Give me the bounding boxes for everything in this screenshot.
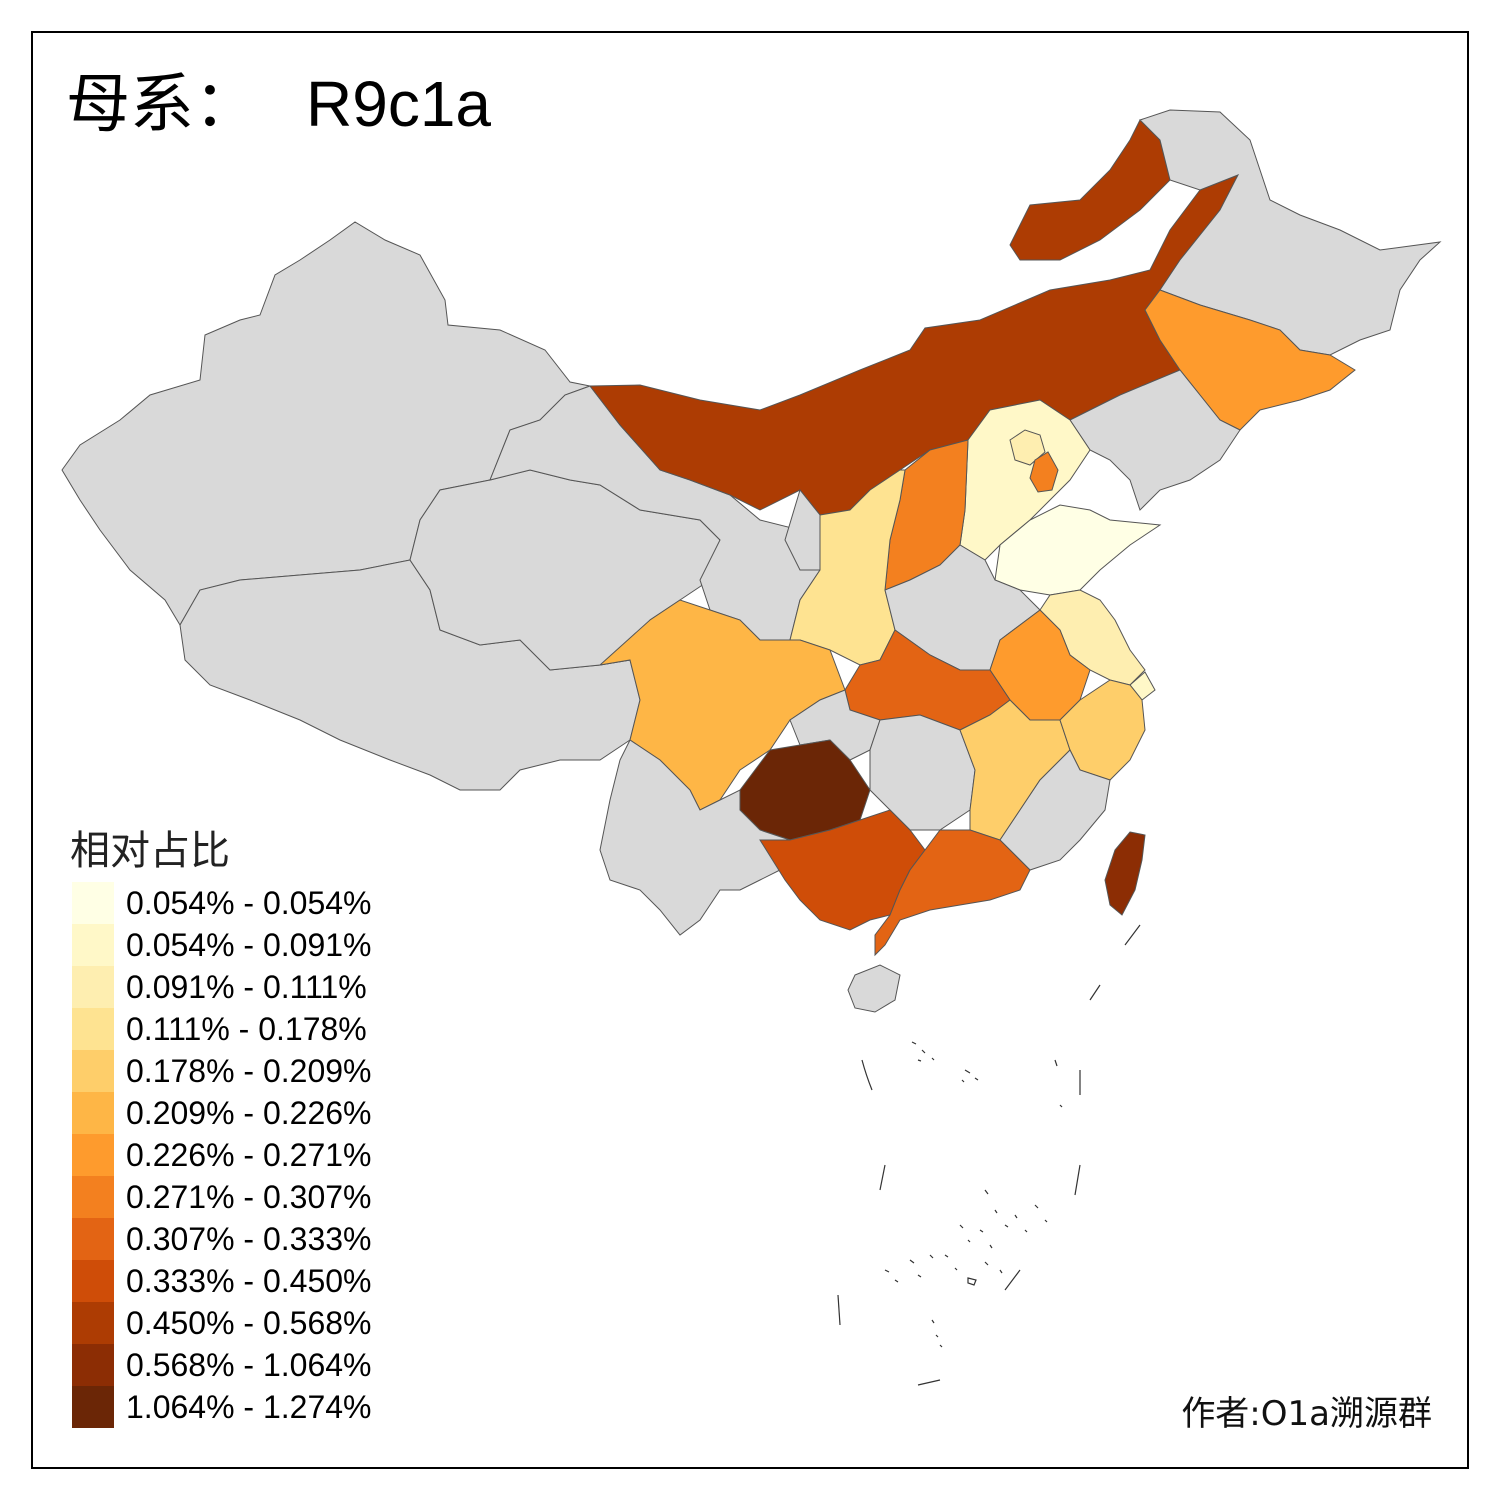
title-code: R9c1a <box>306 68 491 140</box>
legend-swatch <box>72 1050 114 1092</box>
legend-item: 0.450% - 0.568% <box>72 1302 412 1344</box>
author-credit: 作者:O1a溯源群 <box>1181 1394 1432 1434</box>
legend-item: 0.333% - 0.450% <box>72 1260 412 1302</box>
region-guangdong[interactable] <box>874 829 1031 957</box>
legend-swatch <box>72 966 114 1008</box>
legend-swatch <box>72 1092 114 1134</box>
legend-item: 0.054% - 0.054% <box>72 882 412 924</box>
legend-label: 1.064% - 1.274% <box>126 1389 372 1425</box>
legend-swatch <box>72 1386 114 1428</box>
region-heilongjiang[interactable] <box>1139 109 1442 356</box>
legend-swatch <box>72 1302 114 1344</box>
legend-swatch <box>72 1344 114 1386</box>
region-ningxia[interactable] <box>784 488 821 571</box>
legend-label: 0.178% - 0.209% <box>126 1053 372 1089</box>
legend-label: 0.271% - 0.307% <box>126 1179 372 1215</box>
legend-label: 0.568% - 1.064% <box>126 1347 372 1383</box>
region-hainan[interactable] <box>847 964 901 1013</box>
legend-item: 0.111% - 0.178% <box>72 1008 412 1050</box>
region-beijing[interactable] <box>1009 429 1046 466</box>
legend-swatch <box>72 1260 114 1302</box>
region-fujian[interactable] <box>999 749 1111 871</box>
region-tianjin[interactable] <box>1029 451 1059 493</box>
legend-label: 0.054% - 0.091% <box>126 927 372 963</box>
legend-item: 0.226% - 0.271% <box>72 1134 412 1176</box>
legend-item: 0.054% - 0.091% <box>72 924 412 966</box>
legend-swatch <box>72 882 114 924</box>
legend-swatch <box>72 924 114 966</box>
legend-label: 0.209% - 0.226% <box>126 1095 372 1131</box>
legend-item: 0.178% - 0.209% <box>72 1050 412 1092</box>
legend-item: 1.064% - 1.274% <box>72 1386 412 1428</box>
legend-label: 0.091% - 0.111% <box>126 969 367 1005</box>
legend-label: 0.450% - 0.568% <box>126 1305 372 1341</box>
legend-title: 相对占比 <box>70 828 230 874</box>
legend-label: 0.226% - 0.271% <box>126 1137 372 1173</box>
legend-item: 0.307% - 0.333% <box>72 1218 412 1260</box>
legend-swatch <box>72 1176 114 1218</box>
legend-label: 0.054% - 0.054% <box>126 885 372 921</box>
map-title: 母系： R9c1a <box>66 72 491 137</box>
south-sea-islands <box>837 924 1141 1386</box>
legend-swatch <box>72 1008 114 1050</box>
legend-swatch <box>72 1134 114 1176</box>
region-liaoning[interactable] <box>1069 369 1241 511</box>
title-prefix: 母系： <box>66 68 258 142</box>
region-yunnan[interactable] <box>599 739 791 936</box>
legend-label: 0.111% - 0.178% <box>126 1011 367 1047</box>
legend-item: 0.271% - 0.307% <box>72 1176 412 1218</box>
legend-item: 0.209% - 0.226% <box>72 1092 412 1134</box>
legend-swatch <box>72 1218 114 1260</box>
legend-label: 0.307% - 0.333% <box>126 1221 372 1257</box>
region-taiwan[interactable] <box>1104 831 1146 916</box>
legend: 0.054% - 0.054% 0.054% - 0.091% 0.091% -… <box>72 882 412 1428</box>
legend-item: 0.568% - 1.064% <box>72 1344 412 1386</box>
legend-item: 0.091% - 0.111% <box>72 966 412 1008</box>
legend-label: 0.333% - 0.450% <box>126 1263 372 1299</box>
